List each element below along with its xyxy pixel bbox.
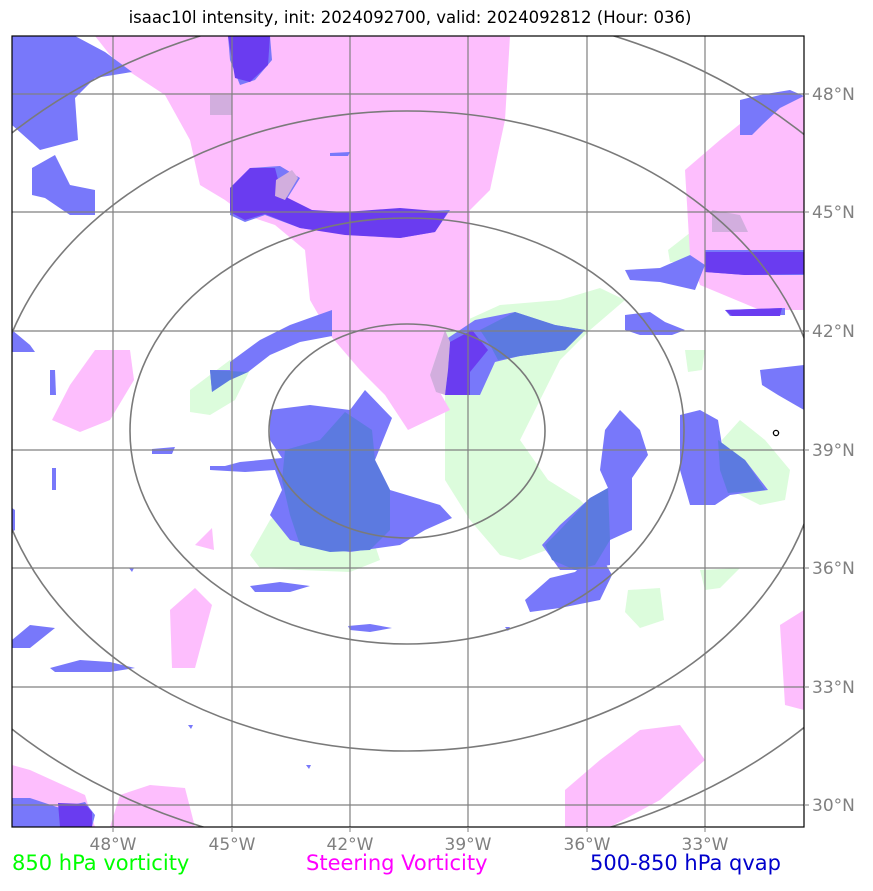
legend-steering-vorticity: Steering Vorticity [306,851,488,875]
lat-label: 45°N [812,203,855,223]
lat-label: 30°N [812,796,855,816]
lon-label: 45°W [209,835,256,855]
lat-label: 39°N [812,441,855,461]
range-ring-1 [268,323,546,539]
tick-marks [112,93,809,832]
range-ring-2 [129,217,685,645]
lon-label: 36°W [564,835,611,855]
map-title: isaac10l intensity, init: 2024092700, va… [128,8,692,27]
lat-label: 36°N [812,559,855,579]
legend-qvap: 500-850 hPa qvap [590,851,781,875]
range-ring-3 [12,110,804,752]
legend-850-vorticity: 850 hPa vorticity [12,851,190,875]
storm-marker-icon [772,429,780,437]
range-rings [12,36,804,827]
lon-label: 48°W [90,835,137,855]
lat-label: 48°N [812,85,855,105]
longitude-labels: 48°W 45°W 42°W 39°W 36°W 33°W [90,835,729,855]
latitude-labels: 48°N 45°N 42°N 39°N 36°N 33°N 30°N [812,85,855,816]
mixed-fields [210,95,748,395]
lat-label: 42°N [812,322,855,342]
map-frame [11,35,805,828]
overlap-fields [58,36,804,827]
map-plot-area [12,36,804,827]
lon-label: 42°W [327,835,374,855]
qvap-dense-fields [210,312,765,570]
lon-label: 39°W [445,835,492,855]
lat-label: 33°N [812,678,855,698]
lon-label: 33°W [682,835,729,855]
